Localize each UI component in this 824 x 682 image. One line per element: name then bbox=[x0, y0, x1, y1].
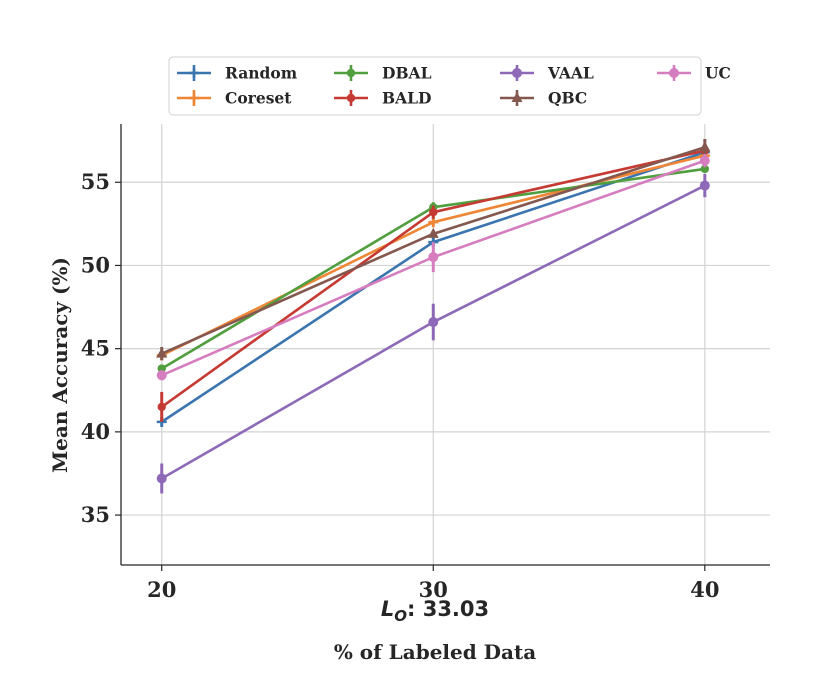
x-tick-label: 40 bbox=[690, 577, 719, 602]
annotation-lo: LO: 33.03 bbox=[381, 597, 489, 625]
legend: Random Coreset DBAL BALD VAAL QBC UC bbox=[168, 56, 731, 116]
legend-label: QBC bbox=[548, 89, 587, 108]
data-point-marker bbox=[699, 180, 710, 191]
data-point-marker bbox=[346, 68, 356, 78]
legend-label: VAAL bbox=[547, 64, 594, 83]
legend-label: BALD bbox=[382, 89, 431, 108]
y-axis-label: Mean Accuracy (%) bbox=[48, 257, 72, 473]
legend-item-random: Random bbox=[177, 64, 298, 83]
x-ticks: 20 30 40 bbox=[147, 565, 719, 602]
y-tick-label: 40 bbox=[81, 419, 110, 444]
data-point-marker bbox=[429, 208, 438, 217]
data-point-marker bbox=[189, 68, 199, 78]
series-group bbox=[156, 138, 711, 494]
annotation-symbol: L bbox=[381, 597, 394, 621]
y-ticks: 35 40 45 50 55 bbox=[81, 169, 121, 527]
svg-text:LO: 33.03: LO: 33.03 bbox=[381, 597, 489, 625]
series-qbc bbox=[156, 138, 711, 361]
data-point-marker bbox=[428, 252, 439, 263]
data-point-marker bbox=[189, 93, 199, 103]
legend-label: Coreset bbox=[225, 89, 292, 108]
data-point-marker bbox=[511, 92, 523, 102]
data-point-marker bbox=[427, 227, 439, 238]
legend-label: UC bbox=[705, 64, 731, 83]
legend-item-uc: UC bbox=[657, 64, 731, 83]
data-point-marker bbox=[699, 155, 710, 166]
y-tick-label: 55 bbox=[81, 169, 110, 194]
x-tick-label: 20 bbox=[147, 577, 176, 602]
grid bbox=[121, 124, 770, 565]
x-tick-label: 30 bbox=[419, 577, 448, 602]
legend-item-dbal: DBAL bbox=[334, 64, 432, 83]
data-point-marker bbox=[669, 68, 679, 78]
legend-item-vaal: VAAL bbox=[500, 64, 594, 83]
data-point-marker bbox=[156, 473, 167, 484]
data-point-marker bbox=[512, 68, 522, 78]
legend-label: DBAL bbox=[382, 64, 432, 83]
legend-item-qbc: QBC bbox=[500, 89, 587, 108]
y-tick-label: 35 bbox=[81, 502, 110, 527]
legend-item-bald: BALD bbox=[334, 89, 431, 108]
legend-frame bbox=[168, 56, 702, 116]
legend-item-coreset: Coreset bbox=[177, 89, 292, 108]
axes-spines bbox=[120, 124, 770, 566]
annotation-value: : 33.03 bbox=[407, 597, 489, 621]
data-point-marker bbox=[346, 93, 356, 103]
data-point-marker bbox=[156, 370, 167, 381]
series-vaal bbox=[156, 173, 710, 494]
data-point-marker bbox=[699, 141, 711, 152]
data-point-marker bbox=[157, 402, 166, 412]
legend-label: Random bbox=[225, 64, 298, 83]
data-point-marker bbox=[156, 347, 168, 358]
data-point-marker bbox=[700, 164, 710, 174]
series-uc bbox=[156, 153, 710, 381]
data-point-marker bbox=[428, 317, 439, 328]
x-axis-label: % of Labeled Data bbox=[334, 640, 536, 664]
data-point-marker bbox=[157, 364, 166, 373]
annotation-subscript: O bbox=[394, 607, 407, 625]
y-tick-label: 45 bbox=[81, 336, 110, 361]
y-tick-label: 50 bbox=[81, 252, 110, 277]
